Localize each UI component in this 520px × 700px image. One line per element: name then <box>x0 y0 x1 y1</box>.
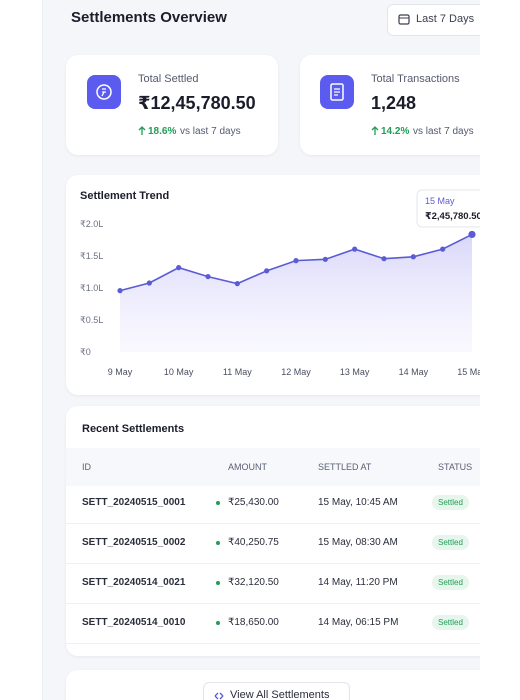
stat-card: Total Transactions 1,248 14.2% vs last 7… <box>300 55 480 155</box>
stat-label: Total Settled <box>138 73 199 85</box>
point <box>234 281 240 287</box>
y-tick-label: ₹1.0L <box>80 283 103 293</box>
icon-glyph <box>96 84 112 100</box>
cell: 15 May, 10:45 AM <box>318 497 398 508</box>
stat-note: vs last 7 days <box>180 126 241 137</box>
chart: Settlement Trend ₹0 ₹0.5L ₹1.0L ₹1.5L ₹2.0L 9… <box>80 189 480 377</box>
button-label: View All Settlements <box>230 689 330 700</box>
sidebar <box>0 0 43 700</box>
settlement-id: SETT_20240515_0002 <box>82 537 186 548</box>
point <box>264 268 270 274</box>
x-tick-label: 9 May <box>108 367 133 377</box>
cell: ₹32,120.50 <box>228 577 279 588</box>
cell: 15 May, 08:30 AM <box>318 537 398 548</box>
tooltip: 15 May ₹2,45,780.50 <box>416 189 480 228</box>
status-badge: Settled <box>432 575 469 590</box>
x-tick-label: 14 May <box>399 367 429 377</box>
stat-note: vs last 7 days <box>413 126 474 137</box>
table: ID AMOUNT SETTLED AT STATUS SETT_20240515_00… <box>66 406 480 656</box>
area <box>120 234 472 352</box>
page-title: Settlements Overview <box>71 9 227 26</box>
point <box>205 273 211 280</box>
point <box>410 254 416 260</box>
amount-dot <box>216 501 220 505</box>
row-divider <box>66 603 480 604</box>
stat-label: Total Transactions <box>371 73 460 85</box>
up-arrow <box>138 126 146 135</box>
table-title: Recent Settlements <box>82 423 185 435</box>
y-tick-label: ₹0 <box>80 347 91 357</box>
amount-dot <box>216 541 220 545</box>
x-tick-label: 11 May <box>223 367 252 377</box>
point <box>440 246 446 252</box>
row-divider <box>66 563 480 564</box>
column-header: STATUS <box>438 462 473 472</box>
amount-dot <box>216 581 220 585</box>
y-tick-label: ₹1.5L <box>80 251 103 261</box>
settlement-id: SETT_20240515_0001 <box>82 497 186 508</box>
table-card: Recent Settlements ID AMOUNT SETTLED AT STA… <box>66 406 480 656</box>
chart-card: Settlement Trend ₹0 ₹0.5L ₹1.0L ₹1.5L ₹2.0L 9… <box>66 175 480 395</box>
settlement-id: SETT_20240514_0021 <box>82 577 186 588</box>
y-tick-label: ₹2.0L <box>80 219 103 229</box>
point <box>117 288 123 294</box>
settlement-id: SETT_20240514_0010 <box>82 617 186 628</box>
stat-icon <box>87 75 121 109</box>
status-badge: Settled <box>432 535 469 550</box>
cell: 14 May, 11:20 PM <box>318 577 398 588</box>
status-badge: Settled <box>432 615 469 630</box>
up-arrow <box>371 126 379 135</box>
point <box>176 265 182 271</box>
footer-card: View All Settlements <box>66 670 480 700</box>
date-filter[interactable]: Last 7 Days <box>387 4 480 36</box>
cell: 14 May, 06:15 PM <box>318 617 399 628</box>
column-header: AMOUNT <box>228 462 267 472</box>
x-tick-label: 13 May <box>340 367 370 377</box>
point <box>146 280 152 286</box>
point <box>352 246 358 252</box>
tooltip-box <box>416 189 480 228</box>
x-tick-label: 15 May <box>457 367 480 377</box>
x-tick-label: 12 May <box>281 367 311 377</box>
row-divider <box>66 643 480 644</box>
point <box>468 230 476 239</box>
cell: ₹40,250.75 <box>228 537 279 548</box>
stat-change: 14.2% <box>381 126 410 137</box>
table-header <box>66 448 480 486</box>
chart-title: Settlement Trend <box>80 190 169 202</box>
stat-value: 1,248 <box>371 93 417 113</box>
status-badge: Settled <box>432 495 469 510</box>
tooltip-value: ₹2,45,780.50 <box>425 211 480 222</box>
button-icon <box>214 692 224 700</box>
column-header: ID <box>82 462 91 472</box>
point <box>322 256 328 262</box>
cell: ₹25,430.00 <box>228 497 279 508</box>
stat-icon <box>320 75 354 109</box>
y-tick-label: ₹0.5L <box>80 315 103 325</box>
stat-value: ₹12,45,780.50 <box>138 93 256 113</box>
stat-card: Total Settled ₹12,45,780.50 18.6% vs las… <box>66 55 278 155</box>
row-divider <box>66 523 480 524</box>
stat-change: 18.6% <box>148 126 177 137</box>
amount-dot <box>216 621 220 625</box>
view-all-button[interactable]: View All Settlements <box>203 682 350 700</box>
column-header: SETTLED AT <box>318 462 372 472</box>
icon-glyph <box>330 83 344 101</box>
x-tick-label: 10 May <box>164 367 194 377</box>
tooltip-date: 15 May <box>425 196 455 206</box>
point <box>293 258 299 264</box>
filter-label: Last 7 Days <box>416 13 475 25</box>
point <box>381 256 387 262</box>
content: Settlements Overview Last 7 Days Total S… <box>43 0 480 700</box>
cell: ₹18,650.00 <box>228 617 279 628</box>
calendar-icon <box>398 14 410 25</box>
